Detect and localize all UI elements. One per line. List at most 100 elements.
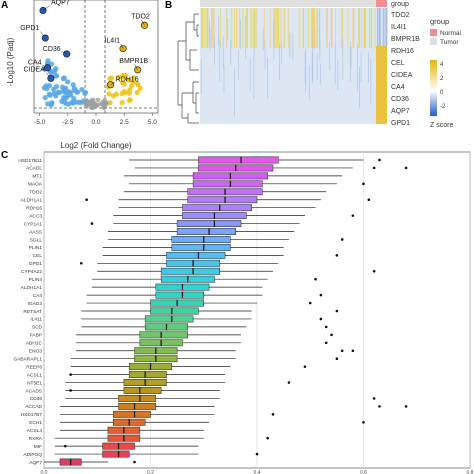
panel-a-gene-label: IL4I1	[104, 38, 120, 45]
panel-b-stripe	[374, 8, 376, 48]
panel-b-stripe	[288, 8, 290, 48]
panel-c-gene-label: HSD17B11	[18, 158, 42, 164]
panel-a-point-ns	[94, 103, 100, 108]
panel-c-gene-label: MT1	[32, 174, 42, 180]
panel-c-gene-label: TDO2	[29, 190, 42, 196]
panel-b-stripe	[254, 8, 255, 48]
panel-c-outlier	[324, 325, 328, 329]
panel-a-gene-label: GPD1	[20, 25, 39, 32]
panel-b-label: B	[165, 0, 172, 11]
panel-c-gene-label: GABARAPL1	[13, 356, 42, 362]
panel-b-stripe	[379, 8, 381, 46]
panel-c-gene-label: ACSL4	[27, 428, 43, 434]
panel-c-box	[102, 450, 130, 458]
panel-b-stripe	[361, 8, 363, 48]
panel-b-stripe	[337, 59, 339, 91]
panel-a-point-down	[59, 98, 65, 104]
panel-a-label-leader	[40, 31, 46, 39]
panel-b-stripe	[240, 19, 242, 50]
panel-b-stripe	[278, 43, 280, 81]
panel-c-outlier	[319, 317, 323, 321]
panel-b-stripe	[208, 19, 210, 47]
panel-b-stripe	[316, 53, 318, 80]
panel-c-box	[150, 307, 199, 315]
panel-c-x-tick-label: 0.0	[41, 470, 48, 474]
panel-c-gene-label: MIF	[34, 444, 42, 450]
panel-b-stripe	[273, 8, 275, 48]
panel-b-row-label: GPD1	[391, 120, 410, 127]
panel-b-dendrogram	[177, 13, 199, 124]
panel-b-stripe	[358, 8, 360, 48]
panel-c-box	[144, 315, 194, 323]
panel-c-box	[192, 180, 263, 188]
panel-a-point-up	[119, 99, 125, 106]
panel-b-stripe	[352, 8, 354, 48]
panel-b-heatmap-tumor	[200, 8, 376, 124]
panel-b-stripe	[380, 8, 382, 46]
panel-b-stripe	[277, 8, 279, 48]
panel-b-heatmap-stripes	[200, 8, 388, 117]
panel-c-outlier	[133, 460, 136, 464]
panel-a-point-ns	[85, 99, 90, 105]
panel-a-point-down	[71, 95, 77, 102]
panel-b-legend-group-title: group	[430, 17, 449, 26]
panel-c-gene-label: SCD	[32, 325, 43, 331]
panel-b-row-label: group	[391, 1, 409, 8]
panel-c-outlier	[79, 262, 83, 265]
panel-c-outlier	[372, 397, 376, 400]
panel-b-stripe	[329, 41, 331, 71]
panel-b-stripe	[264, 40, 266, 70]
panel-b-zscore-tick: 2	[440, 76, 444, 82]
panel-b-stripe	[266, 57, 268, 99]
panel-c-box	[155, 291, 204, 299]
panel-b-stripe	[205, 8, 207, 48]
panel-a-y-axis-label: -Log10 (Padj)	[6, 37, 15, 86]
panel-c-gene-label: RXRA	[29, 436, 43, 442]
panel-a-y-axis-title: -Log10 (Padj)	[6, 37, 15, 86]
panel-b-stripe	[307, 8, 309, 48]
panel-b-stripe	[219, 8, 221, 48]
panel-c-outlier	[378, 158, 381, 162]
panel-a-x-tick-label: -5.0	[34, 119, 46, 126]
panel-a-point-down	[44, 86, 50, 92]
panel-a-point-down	[67, 90, 73, 96]
panel-b-zscore-colorbar	[430, 60, 437, 116]
panel-a-point-down	[61, 75, 67, 81]
panel-b-stripe	[317, 8, 319, 48]
panel-c-outlier	[362, 420, 365, 424]
panel-c-outlier	[319, 293, 323, 297]
panel-a-point-down	[70, 82, 76, 88]
panel-a-point-up	[137, 85, 143, 91]
panel-c-boxes	[44, 156, 408, 466]
panel-b-stripe	[231, 8, 233, 48]
panel-c-box	[182, 204, 252, 212]
panel-b-stripe	[341, 8, 343, 48]
panel-a-point-down	[51, 69, 57, 75]
panel-a-point-up	[127, 97, 133, 103]
panel-a-point-up	[126, 77, 132, 83]
panel-a-point-up	[116, 74, 122, 80]
panel-a-point-up	[134, 89, 140, 96]
panel-c-box	[198, 156, 279, 164]
panel-a-point-down	[65, 79, 71, 85]
panel-a-point-ns	[104, 100, 109, 106]
panel-b-stripe	[200, 58, 202, 94]
panel-c-gene-label: GPD1	[29, 261, 42, 267]
panel-a-point-up	[108, 75, 114, 81]
panel-c-boxplot: C HSD17B11ACADLMT1MAOATDO2ALDH1A1RDH16AC…	[1, 150, 474, 474]
panel-b-zscore-ticks: 4 2 0 -2	[440, 62, 446, 110]
panel-a-x-tick-label: 5.0	[148, 119, 157, 126]
panel-b-stripe	[310, 8, 312, 48]
panel-a-point-down	[51, 90, 57, 96]
panel-b-stripe	[385, 8, 387, 46]
panel-a-point-ns	[91, 97, 96, 103]
panel-b-stripe	[330, 8, 332, 48]
panel-c-outlier	[351, 214, 355, 217]
panel-a-x-tick-label: 2.5	[120, 119, 129, 126]
panel-a-point-ns	[100, 99, 105, 105]
panel-c-outlier	[69, 373, 72, 376]
panel-b-legend-tumor-swatch	[430, 38, 437, 45]
panel-b-stripe	[280, 42, 282, 64]
panel-c-outlier	[330, 333, 333, 337]
